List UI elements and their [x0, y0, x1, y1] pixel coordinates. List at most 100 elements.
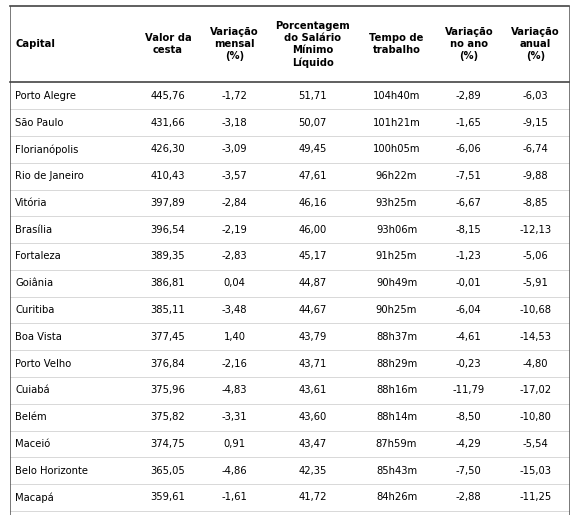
Text: -2,88: -2,88: [456, 492, 482, 503]
Text: -1,65: -1,65: [456, 117, 482, 128]
Text: 375,82: 375,82: [151, 412, 185, 422]
Text: Valor da
cesta: Valor da cesta: [145, 33, 192, 55]
Text: -2,19: -2,19: [222, 225, 247, 235]
Text: -6,04: -6,04: [456, 305, 482, 315]
Text: 90h49m: 90h49m: [376, 278, 417, 288]
Text: São Paulo: São Paulo: [15, 117, 64, 128]
Text: Porto Alegre: Porto Alegre: [15, 91, 76, 101]
Text: 88h29m: 88h29m: [376, 358, 417, 369]
Text: Belo Horizonte: Belo Horizonte: [15, 466, 88, 476]
Text: -6,74: -6,74: [522, 144, 548, 154]
Text: 396,54: 396,54: [151, 225, 185, 235]
Text: Fortaleza: Fortaleza: [15, 251, 61, 262]
Text: -3,31: -3,31: [222, 412, 247, 422]
Text: 42,35: 42,35: [298, 466, 327, 476]
Text: Variação
anual
(%): Variação anual (%): [511, 27, 560, 61]
Text: 375,96: 375,96: [151, 385, 185, 396]
Text: -1,61: -1,61: [222, 492, 247, 503]
Text: -10,68: -10,68: [519, 305, 551, 315]
Text: 96h22m: 96h22m: [376, 171, 417, 181]
Text: 1,40: 1,40: [223, 332, 245, 342]
Text: -7,51: -7,51: [456, 171, 482, 181]
Text: -5,91: -5,91: [522, 278, 548, 288]
Text: 385,11: 385,11: [151, 305, 185, 315]
Text: -9,88: -9,88: [522, 171, 548, 181]
Text: 365,05: 365,05: [151, 466, 185, 476]
Text: -6,67: -6,67: [456, 198, 482, 208]
Text: Curitiba: Curitiba: [15, 305, 54, 315]
Text: 43,79: 43,79: [298, 332, 327, 342]
Text: 101h21m: 101h21m: [373, 117, 420, 128]
Text: -3,48: -3,48: [222, 305, 247, 315]
Text: -4,83: -4,83: [222, 385, 247, 396]
Text: 104h40m: 104h40m: [373, 91, 420, 101]
Text: 397,89: 397,89: [151, 198, 185, 208]
Text: 50,07: 50,07: [298, 117, 327, 128]
Text: 43,71: 43,71: [298, 358, 327, 369]
Text: -3,18: -3,18: [222, 117, 247, 128]
Text: Rio de Janeiro: Rio de Janeiro: [15, 171, 84, 181]
Text: -11,25: -11,25: [519, 492, 551, 503]
Text: -9,15: -9,15: [522, 117, 548, 128]
Text: Goiânia: Goiânia: [15, 278, 53, 288]
Text: -5,54: -5,54: [522, 439, 548, 449]
Text: 0,91: 0,91: [223, 439, 245, 449]
Text: 0,04: 0,04: [223, 278, 245, 288]
Text: 88h16m: 88h16m: [376, 385, 417, 396]
Text: -6,03: -6,03: [522, 91, 548, 101]
Text: 100h05m: 100h05m: [373, 144, 420, 154]
Text: 43,47: 43,47: [299, 439, 327, 449]
Text: -3,57: -3,57: [222, 171, 247, 181]
Text: 359,61: 359,61: [151, 492, 185, 503]
Text: 431,66: 431,66: [151, 117, 185, 128]
Text: -8,15: -8,15: [456, 225, 482, 235]
Text: Capital: Capital: [15, 39, 55, 49]
Text: 46,16: 46,16: [298, 198, 327, 208]
Text: Variação
mensal
(%): Variação mensal (%): [210, 27, 259, 61]
Text: -0,01: -0,01: [456, 278, 482, 288]
Text: 376,84: 376,84: [151, 358, 185, 369]
Text: -5,06: -5,06: [522, 251, 548, 262]
Text: Vitória: Vitória: [15, 198, 47, 208]
Text: -8,50: -8,50: [456, 412, 482, 422]
Text: -8,85: -8,85: [522, 198, 548, 208]
Text: 84h26m: 84h26m: [376, 492, 417, 503]
Text: 85h43m: 85h43m: [376, 466, 417, 476]
Text: 88h14m: 88h14m: [376, 412, 417, 422]
Text: -2,16: -2,16: [222, 358, 247, 369]
Text: 445,76: 445,76: [151, 91, 185, 101]
Text: -3,09: -3,09: [222, 144, 247, 154]
Text: 44,87: 44,87: [299, 278, 327, 288]
Text: Porto Velho: Porto Velho: [15, 358, 71, 369]
Text: -10,80: -10,80: [519, 412, 551, 422]
Text: 44,67: 44,67: [298, 305, 327, 315]
Text: Variação
no ano
(%): Variação no ano (%): [445, 27, 493, 61]
Text: Tempo de
trabalho: Tempo de trabalho: [369, 33, 424, 55]
Text: -2,84: -2,84: [222, 198, 247, 208]
Text: Maceió: Maceió: [15, 439, 50, 449]
Text: -4,86: -4,86: [222, 466, 247, 476]
Text: -2,83: -2,83: [222, 251, 247, 262]
Text: -0,23: -0,23: [456, 358, 482, 369]
Text: 93h06m: 93h06m: [376, 225, 417, 235]
Text: Belém: Belém: [15, 412, 47, 422]
Text: 386,81: 386,81: [151, 278, 185, 288]
Text: -2,89: -2,89: [456, 91, 482, 101]
Text: -6,06: -6,06: [456, 144, 482, 154]
Text: -1,23: -1,23: [456, 251, 482, 262]
Text: 47,61: 47,61: [298, 171, 327, 181]
Text: Porcentagem
do Salário
Mínimo
Líquido: Porcentagem do Salário Mínimo Líquido: [275, 21, 350, 67]
Text: -12,13: -12,13: [519, 225, 551, 235]
Text: Macapá: Macapá: [15, 492, 54, 503]
Text: 49,45: 49,45: [298, 144, 327, 154]
Text: 93h25m: 93h25m: [376, 198, 417, 208]
Text: -4,29: -4,29: [456, 439, 482, 449]
Text: 51,71: 51,71: [298, 91, 327, 101]
Text: 45,17: 45,17: [298, 251, 327, 262]
Text: 389,35: 389,35: [151, 251, 185, 262]
Text: 91h25m: 91h25m: [376, 251, 417, 262]
Text: Boa Vista: Boa Vista: [15, 332, 62, 342]
Text: 374,75: 374,75: [151, 439, 185, 449]
Text: 90h25m: 90h25m: [376, 305, 417, 315]
Text: -17,02: -17,02: [519, 385, 551, 396]
